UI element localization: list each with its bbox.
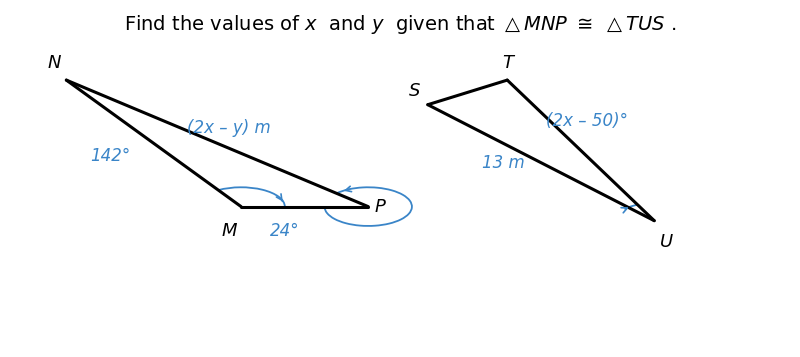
Text: 13 m: 13 m [482,154,525,172]
Text: Find the values of $x$  and $y$  given that $\triangle$$\mathit{MNP}$ $\cong$ $\: Find the values of $x$ and $y$ given tha… [124,13,676,36]
Text: T: T [502,54,513,71]
Text: (2x – y) m: (2x – y) m [187,119,271,136]
Text: U: U [659,233,673,251]
Text: S: S [409,82,420,100]
Text: 142°: 142° [90,147,130,165]
Text: M: M [222,222,237,240]
Text: P: P [374,198,386,216]
Text: N: N [48,54,61,71]
Text: (2x – 50)°: (2x – 50)° [546,111,628,130]
Text: 24°: 24° [270,222,300,240]
